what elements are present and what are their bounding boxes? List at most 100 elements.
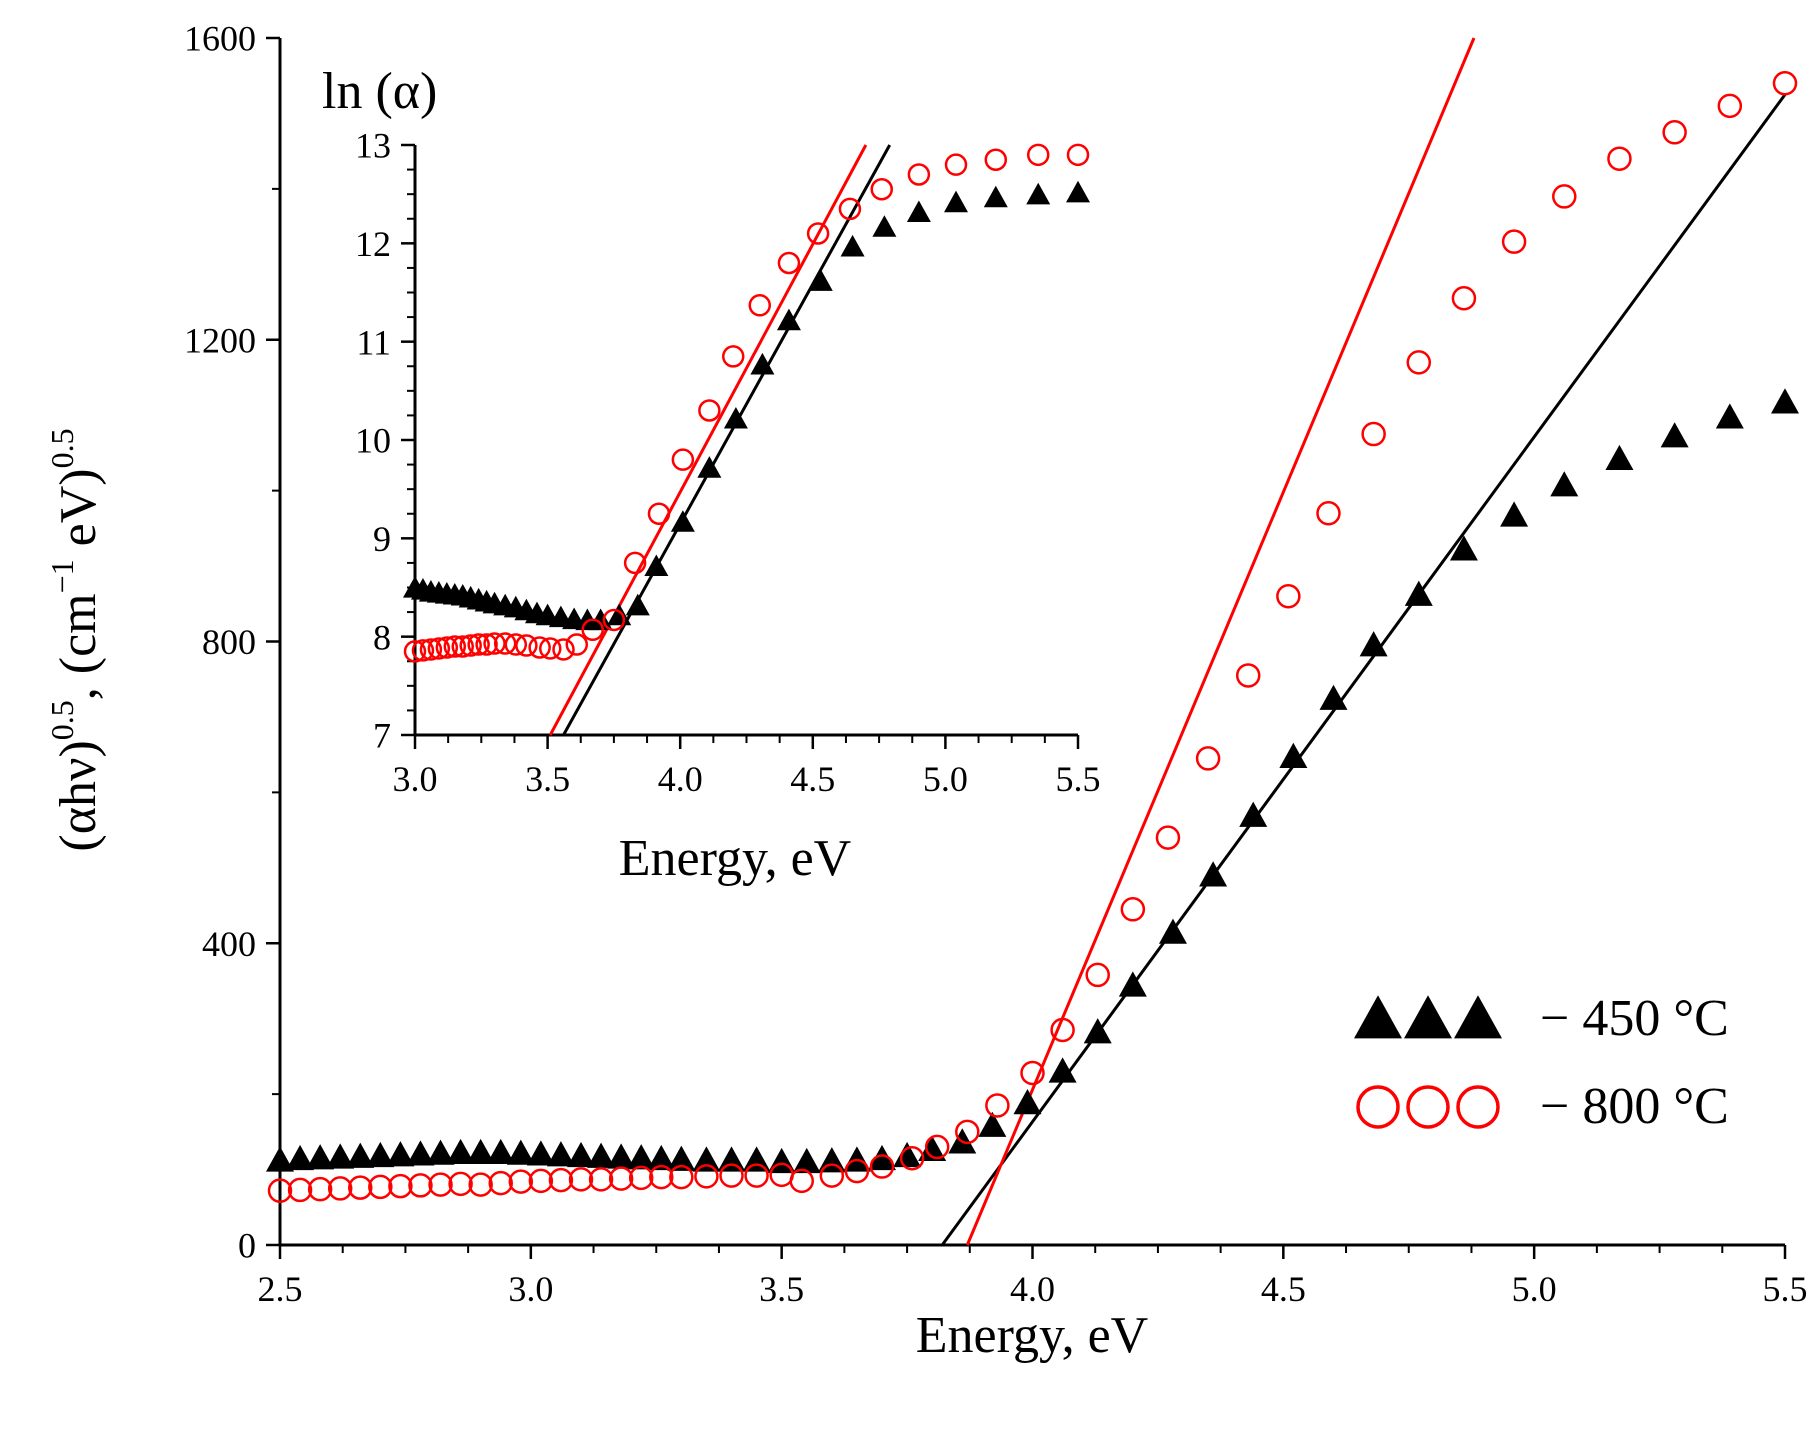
data-point-triangle xyxy=(647,1144,676,1171)
data-point-circle xyxy=(899,1145,925,1171)
data-point-circle xyxy=(1276,583,1301,609)
data-point-triangle xyxy=(627,1144,656,1170)
data-point-circle xyxy=(1717,93,1743,119)
data-point-circle xyxy=(475,633,498,656)
data-point-circle xyxy=(628,1165,654,1191)
data-point-triangle xyxy=(588,608,613,631)
data-point-circle xyxy=(488,1170,513,1196)
data-point-circle xyxy=(1026,143,1050,167)
data-point-circle xyxy=(493,632,517,655)
y-tick-label: 12 xyxy=(355,224,391,264)
y-tick-label: 1200 xyxy=(184,320,256,360)
data-point-circle xyxy=(307,1176,333,1202)
data-point-triangle xyxy=(667,1145,696,1171)
data-point-triangle xyxy=(723,406,748,429)
legend-marker-circle xyxy=(1406,1085,1450,1129)
fit-line xyxy=(940,93,1787,1246)
main-ticks: 2.5 3.0 3.5 4.0 4.5 5.0 5.5 0 400 800 1200 1600 xyxy=(184,19,1808,1309)
data-point-circle xyxy=(806,222,830,245)
data-point-circle xyxy=(1316,501,1341,526)
data-point-circle xyxy=(1155,825,1181,850)
legend-label-800: − 800 °C xyxy=(1540,1078,1729,1135)
fit-line xyxy=(965,37,1476,1246)
data-point-circle xyxy=(539,637,562,660)
data-point-triangle xyxy=(1359,631,1388,657)
legend-marker-triangle xyxy=(1454,995,1502,1039)
data-point-triangle xyxy=(1660,422,1689,448)
data-point-circle xyxy=(568,1167,594,1192)
data-point-triangle xyxy=(526,1140,555,1166)
data-point-triangle xyxy=(670,510,695,532)
data-point-triangle xyxy=(587,1142,616,1168)
data-point-circle xyxy=(984,148,1008,171)
data-point-triangle xyxy=(506,1139,535,1165)
data-point-triangle xyxy=(644,554,669,577)
y-tick-label: 13 xyxy=(355,126,391,166)
main-fit-lines xyxy=(940,37,1787,1246)
data-point-triangle xyxy=(1279,742,1308,769)
main-y-axis-title: (αhν)0.5, (cm−1 eV)0.5 xyxy=(44,428,107,851)
data-point-circle xyxy=(608,1166,634,1191)
data-point-circle xyxy=(428,1172,453,1197)
data-point-triangle xyxy=(868,1144,896,1171)
data-point-circle xyxy=(777,251,801,275)
ylabel-exp3: 0.5 xyxy=(44,428,80,468)
data-point-triangle xyxy=(983,185,1008,208)
legend-marker-triangle xyxy=(1404,995,1452,1039)
data-point-triangle xyxy=(776,308,801,331)
data-point-circle xyxy=(552,638,575,661)
data-point-circle xyxy=(403,640,427,663)
fit-line xyxy=(548,144,868,736)
x-tick-label: 5.5 xyxy=(1763,1269,1808,1309)
data-point-triangle xyxy=(1404,580,1433,606)
x-tick-label: 3.0 xyxy=(393,759,438,799)
data-point-triangle xyxy=(386,1141,415,1167)
legend-marker-circle xyxy=(1456,1085,1500,1129)
inset-fit-lines xyxy=(548,144,892,736)
data-point-triangle xyxy=(1771,388,1799,414)
legend: − 450 °C − 800 °C xyxy=(1354,990,1729,1135)
data-point-triangle xyxy=(1239,801,1268,827)
x-tick-label: 4.5 xyxy=(1261,1269,1306,1309)
data-point-circle xyxy=(588,1167,614,1192)
data-point-triangle xyxy=(1715,403,1744,429)
data-point-triangle xyxy=(840,234,865,257)
data-point-circle xyxy=(719,1163,744,1188)
data-point-circle xyxy=(483,632,506,655)
data-point-triangle xyxy=(742,1146,771,1172)
data-point-triangle xyxy=(1026,182,1051,205)
data-point-triangle xyxy=(1118,971,1147,997)
data-point-triangle xyxy=(1319,684,1348,710)
data-point-triangle xyxy=(446,1138,475,1165)
data-point-triangle xyxy=(792,1147,821,1174)
data-point-circle xyxy=(348,1175,373,1200)
x-tick-label: 5.0 xyxy=(923,759,968,799)
data-point-circle xyxy=(819,1163,845,1188)
data-point-circle xyxy=(528,1168,554,1194)
data-point-triangle xyxy=(1550,471,1579,497)
data-point-circle xyxy=(1501,229,1527,254)
x-tick-label: 4.0 xyxy=(1010,1269,1055,1309)
data-point-triangle xyxy=(1013,1089,1042,1115)
y-tick-label: 400 xyxy=(202,924,256,964)
data-point-circle xyxy=(1451,286,1477,311)
data-point-circle xyxy=(448,1171,473,1197)
data-point-triangle xyxy=(607,603,632,626)
x-tick-label: 3.5 xyxy=(759,1269,804,1309)
y-tick-label: 10 xyxy=(355,421,391,461)
data-point-circle xyxy=(419,638,443,661)
ylabel-mid2: eV) xyxy=(50,468,107,559)
data-point-circle xyxy=(870,178,894,201)
data-point-triangle xyxy=(607,1143,636,1169)
data-point-circle xyxy=(287,1177,313,1203)
y-tick-label: 11 xyxy=(356,322,391,362)
data-point-circle xyxy=(411,639,435,662)
data-point-circle xyxy=(1120,897,1146,922)
data-point-circle xyxy=(1235,663,1261,688)
x-tick-label: 3.5 xyxy=(525,759,570,799)
data-point-circle xyxy=(748,294,772,317)
data-point-circle xyxy=(1066,143,1090,167)
data-point-circle xyxy=(467,633,490,656)
data-point-circle xyxy=(451,635,474,658)
